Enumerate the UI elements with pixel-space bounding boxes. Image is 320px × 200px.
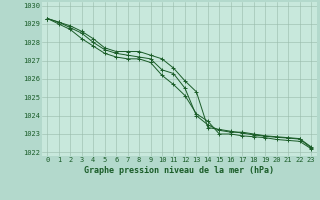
X-axis label: Graphe pression niveau de la mer (hPa): Graphe pression niveau de la mer (hPa) xyxy=(84,166,274,175)
